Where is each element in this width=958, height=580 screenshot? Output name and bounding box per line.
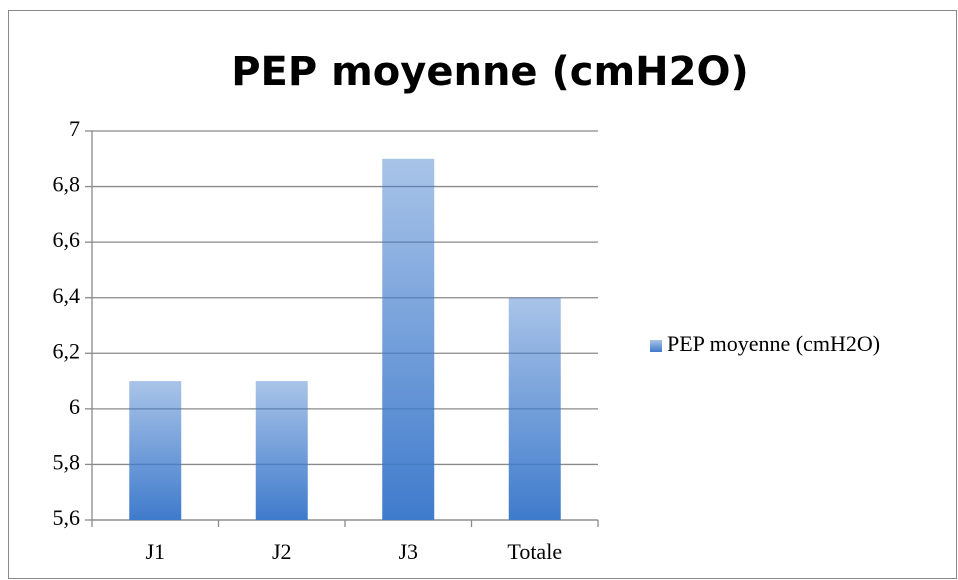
x-tick-label: J2 xyxy=(272,539,292,564)
y-tick-label: 6,8 xyxy=(53,172,81,197)
legend-label: PEP moyenne (cmH2O) xyxy=(667,331,880,356)
bar xyxy=(508,297,561,520)
y-tick-label: 6,6 xyxy=(53,227,81,252)
x-tick-label: J3 xyxy=(398,539,418,564)
y-tick-label: 5,8 xyxy=(53,449,81,474)
bar xyxy=(129,381,182,520)
x-tick-label: J1 xyxy=(145,539,165,564)
y-tick-label: 6,4 xyxy=(53,283,81,308)
bar xyxy=(255,381,308,520)
y-tick-label: 5,6 xyxy=(53,505,81,530)
y-tick-label: 6 xyxy=(69,394,80,419)
x-tick-label: Totale xyxy=(507,539,562,564)
legend-swatch xyxy=(650,340,662,352)
chart-title: PEP moyenne (cmH2O) xyxy=(231,49,749,95)
y-tick-label: 7 xyxy=(69,116,80,141)
y-tick-label: 6,2 xyxy=(53,338,81,363)
bar xyxy=(382,158,435,521)
